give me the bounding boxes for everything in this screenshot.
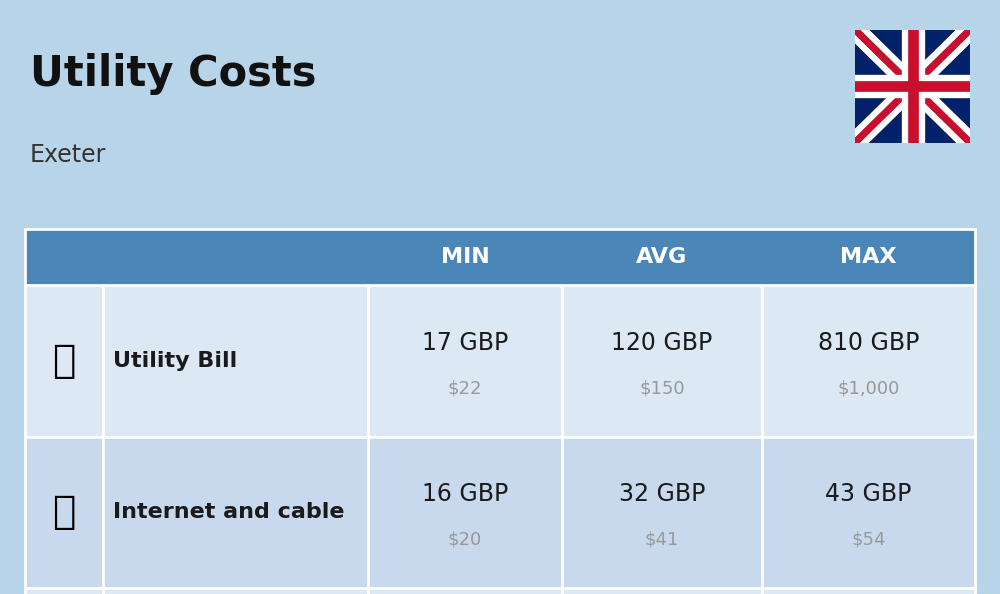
Text: AVG: AVG: [636, 247, 688, 267]
Text: MIN: MIN: [441, 247, 489, 267]
Text: 32 GBP: 32 GBP: [619, 482, 705, 506]
Text: $54: $54: [851, 530, 886, 549]
Text: 120 GBP: 120 GBP: [611, 331, 713, 355]
Text: 🔌: 🔌: [52, 342, 76, 380]
Text: Internet and cable: Internet and cable: [113, 503, 344, 522]
Text: $150: $150: [639, 379, 685, 397]
Text: 16 GBP: 16 GBP: [422, 482, 508, 506]
Text: MAX: MAX: [840, 247, 897, 267]
Text: $41: $41: [645, 530, 679, 549]
Text: $22: $22: [448, 379, 482, 397]
Text: 810 GBP: 810 GBP: [818, 331, 919, 355]
Text: $1,000: $1,000: [837, 379, 900, 397]
Text: 43 GBP: 43 GBP: [825, 482, 912, 506]
Text: $20: $20: [448, 530, 482, 549]
Text: Utility Costs: Utility Costs: [30, 53, 316, 96]
Text: Utility Bill: Utility Bill: [113, 351, 237, 371]
Text: 📶: 📶: [52, 494, 76, 531]
Text: 17 GBP: 17 GBP: [422, 331, 508, 355]
Text: Exeter: Exeter: [30, 143, 106, 166]
